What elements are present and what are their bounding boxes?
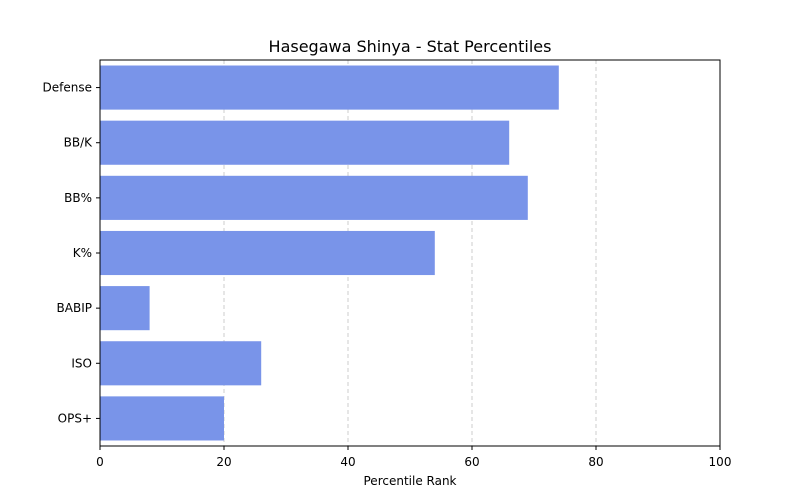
x-tick-label: 100 [709,455,732,469]
y-tick-label: OPS+ [58,411,92,425]
bar-defense [100,65,559,110]
bar-bb [100,175,528,220]
x-axis-label: Percentile Rank [364,474,457,488]
x-tick-label: 80 [588,455,603,469]
x-tick-label: 60 [464,455,479,469]
bar-k [100,230,435,276]
y-tick-label: BB/K [64,136,94,150]
x-tick-label: 40 [340,455,355,469]
bars [100,65,559,441]
chart-title: Hasegawa Shinya - Stat Percentiles [269,37,552,56]
y-axis-ticks: Defense BB/K BB% K% BABIP ISO OPS+ [43,81,100,425]
bar-bb-k [100,120,510,165]
bar-iso [100,341,262,386]
x-tick-label: 0 [96,455,104,469]
x-axis-ticks: 0 20 40 60 80 100 [96,446,731,469]
y-tick-label: ISO [71,356,92,370]
y-tick-label: BB% [64,191,92,205]
y-tick-label: BABIP [57,301,92,315]
bar-ops [100,396,224,441]
x-tick-label: 20 [216,455,231,469]
y-tick-label: K% [73,246,92,260]
y-tick-label: Defense [43,81,92,95]
bar-babip [100,286,150,331]
